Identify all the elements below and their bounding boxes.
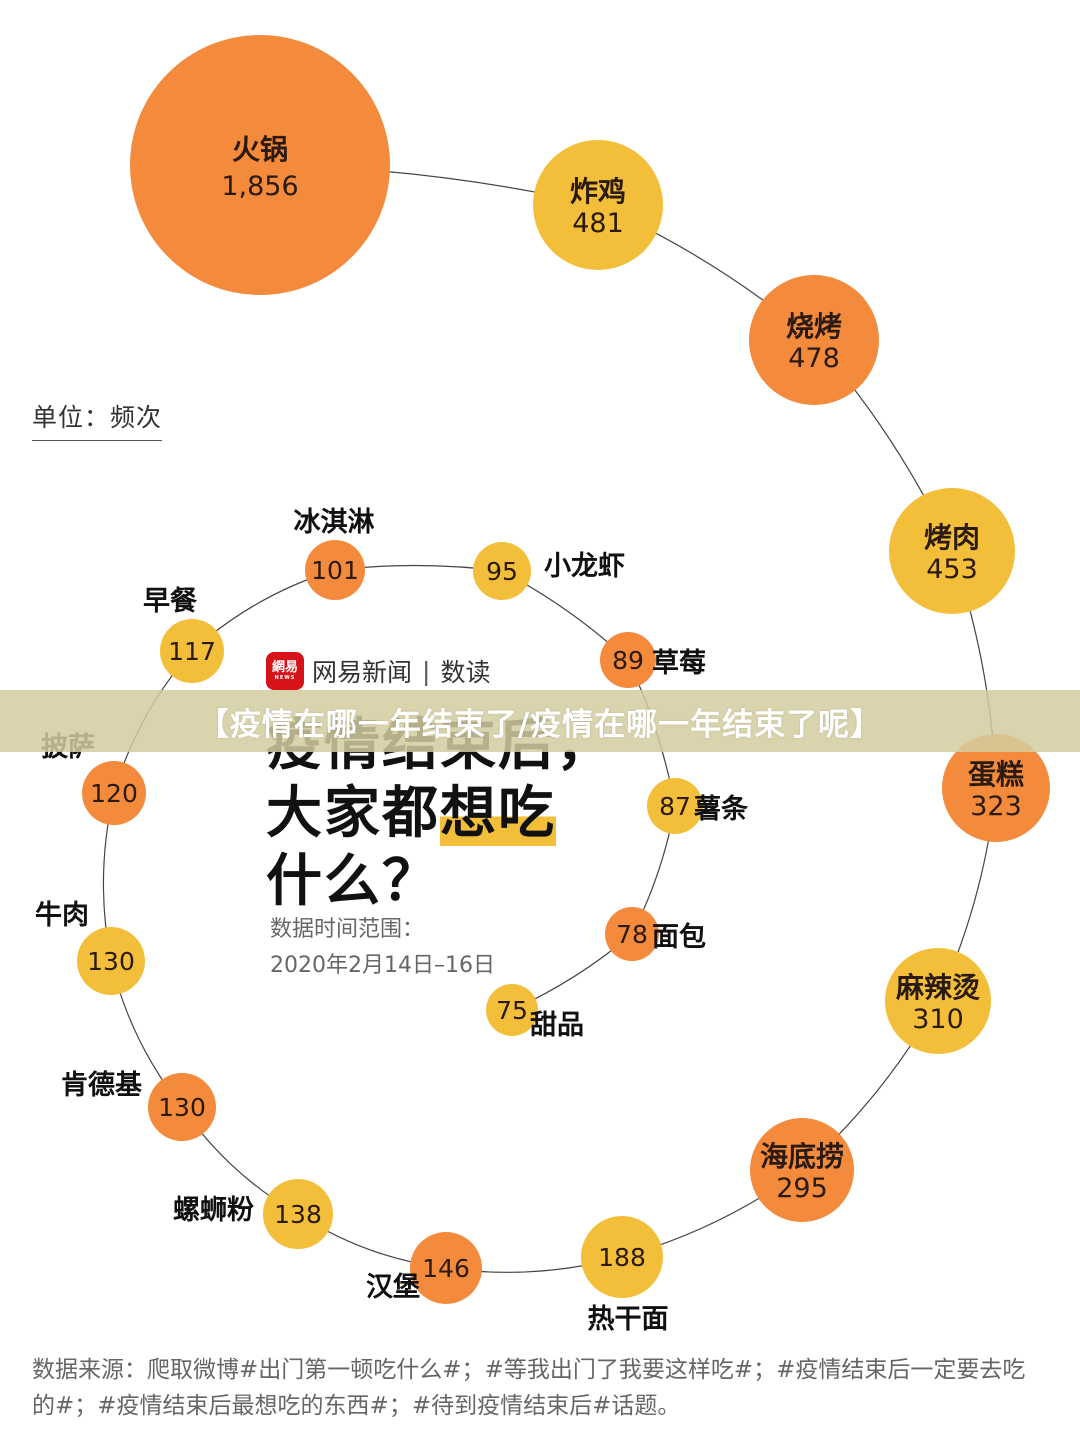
- overlay-banner: 【疫情在哪一年结束了/疫情在哪一年结束了呢】: [0, 690, 1080, 752]
- bubble-name: 烤肉: [924, 521, 980, 554]
- bubble-circle: [263, 1179, 333, 1249]
- bubble-value: 478: [788, 343, 840, 374]
- bubble-value: 87: [659, 792, 691, 821]
- bubble-circle: [148, 1073, 216, 1141]
- bubble-label: 热干面: [588, 1304, 669, 1335]
- bubble-name: 海底捞: [760, 1140, 844, 1173]
- bubble-value: 481: [572, 208, 624, 239]
- bubble-value: 323: [970, 791, 1022, 822]
- bubble-17: 87 薯条: [647, 778, 749, 834]
- brand-column: 数读: [440, 658, 491, 687]
- bubble-label: 螺蛳粉: [173, 1195, 254, 1226]
- bubbles: 火锅1,856 炸鸡481烧烤478烤肉453蛋糕323麻辣烫310海底捞2951…: [35, 35, 1050, 1335]
- date-range-label: 数据时间范围：: [270, 917, 425, 942]
- bubble-circle: [305, 540, 365, 600]
- bubble-value: 453: [926, 554, 978, 585]
- bubble-value: 310: [912, 1004, 964, 1035]
- bubble-name: 烧烤: [786, 310, 842, 343]
- bubble-13: 117 早餐: [143, 586, 224, 683]
- bubble-14: 101 冰淇淋: [294, 507, 375, 600]
- title-line-3: 什么？: [266, 849, 440, 914]
- data-source: 数据来源：爬取微博#出门第一顿吃什么#；#等我出门了我要这样吃#；#疫情结束后一…: [32, 1357, 1026, 1419]
- title-highlight: 想吃: [440, 781, 556, 846]
- bubble-11: 130 牛肉: [35, 900, 145, 995]
- bubble-label: 小龙虾: [544, 551, 625, 582]
- bubble-circle: [533, 140, 663, 270]
- bubble-0: 火锅 1,856: [130, 35, 390, 295]
- bubble-value: 78: [616, 920, 648, 949]
- bubble-value: 95: [486, 557, 518, 586]
- bubble-circle: [885, 948, 991, 1054]
- bubble-value: 89: [612, 646, 644, 675]
- bubble-name: 蛋糕: [968, 758, 1024, 791]
- bubble-value: 146: [422, 1254, 470, 1283]
- bubble-value: 138: [274, 1200, 322, 1229]
- bubble-value: 101: [311, 556, 359, 585]
- bubble-circle: [647, 778, 703, 834]
- bubble-circle: [473, 542, 531, 600]
- bubble-label: 牛肉: [35, 900, 89, 931]
- brand-divider: |: [422, 656, 431, 686]
- bubble-circle: [600, 632, 656, 688]
- bubble-value: 130: [87, 947, 135, 976]
- title-line-2: 大家都想吃: [266, 780, 614, 848]
- bubble-10: 130 肯德基: [61, 1070, 216, 1141]
- bubble-circle: [82, 761, 146, 825]
- bubble-9: 138 螺蛳粉: [173, 1179, 333, 1249]
- bubble-label: 面包: [652, 921, 706, 953]
- bubble-circle: [942, 734, 1050, 842]
- bubble-label: 薯条: [693, 794, 749, 825]
- bubble-circle: [160, 619, 224, 683]
- date-range: 数据时间范围： 2020年2月14日–16日: [270, 912, 495, 984]
- bubble-circle: [749, 275, 879, 405]
- bubble-circle: [486, 984, 538, 1036]
- bubble-circle: [130, 35, 390, 295]
- bubble-circle: [410, 1232, 482, 1304]
- bubble-19: 75 甜品: [486, 984, 584, 1041]
- netease-logo-icon: 網易 NEWS: [266, 652, 304, 690]
- bubble-label: 甜品: [530, 1010, 584, 1041]
- bubble-16: 89 草莓: [600, 632, 706, 688]
- bubble-7: 188 热干面: [581, 1216, 669, 1335]
- bubble-name: 火锅: [232, 133, 288, 166]
- bubble-15: 95 小龙虾: [473, 542, 625, 600]
- bubble-circle: [750, 1118, 854, 1222]
- bubble-name: 炸鸡: [570, 175, 626, 208]
- logo-text: 網易: [271, 660, 298, 675]
- bubble-value: 120: [90, 779, 138, 808]
- bubble-label: 草莓: [652, 648, 706, 679]
- bubble-value: 117: [168, 637, 216, 666]
- bubble-circle: [889, 488, 1015, 614]
- bubble-value: 188: [598, 1243, 646, 1272]
- bubble-circle: [605, 907, 659, 961]
- bubble-18: 78 面包: [605, 907, 706, 961]
- logo-sub: NEWS: [274, 675, 296, 681]
- bubble-circle: [77, 927, 145, 995]
- brand: 網易 NEWS 网易新闻 | 数读: [266, 652, 490, 690]
- bubble-label: 肯德基: [61, 1070, 143, 1101]
- bubble-circle: [581, 1216, 663, 1298]
- title-line-2-prefix: 大家都: [266, 781, 440, 846]
- bubble-value: 295: [776, 1173, 828, 1204]
- bubble-value: 1,856: [221, 171, 298, 202]
- banner-text: 【疫情在哪一年结束了/疫情在哪一年结束了呢】: [197, 706, 883, 743]
- bubble-value: 130: [158, 1093, 206, 1122]
- date-range-value: 2020年2月14日–16日: [270, 953, 495, 978]
- bubble-label: 冰淇淋: [294, 507, 375, 538]
- brand-name: 网易新闻: [312, 658, 413, 687]
- unit-label: 单位：频次: [32, 398, 163, 441]
- bubble-value: 75: [496, 996, 528, 1025]
- bubble-name: 麻辣烫: [896, 971, 980, 1004]
- bubble-label: 汉堡: [366, 1271, 420, 1303]
- bubble-label: 早餐: [143, 586, 198, 617]
